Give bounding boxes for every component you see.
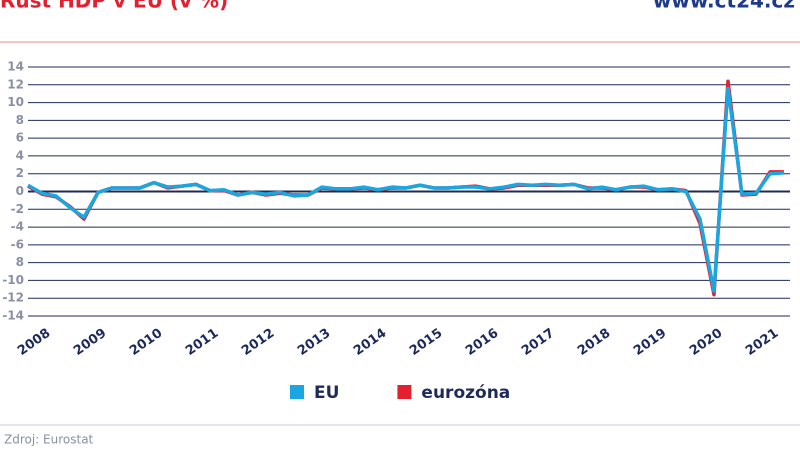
site: www.ct24.cz — [653, 0, 795, 13]
y-tick-label: 12 — [7, 77, 24, 91]
x-tick-label: 2011 — [183, 326, 221, 359]
y-tick-label: 0 — [16, 184, 24, 198]
y-tick-label: 14 — [7, 60, 24, 74]
x-tick-label: 2013 — [295, 326, 333, 359]
y-tick-label: 8 — [16, 113, 24, 127]
x-tick-label: 2015 — [407, 326, 445, 359]
x-tick-label: 2017 — [519, 326, 557, 359]
series-line — [27, 86, 785, 293]
legend-swatch — [290, 385, 304, 399]
legend-label: EU — [314, 383, 339, 403]
y-tick-label: 6 — [16, 131, 24, 145]
chart-title: Růst HDP v EU (v %) — [0, 0, 228, 13]
legend-swatch — [397, 385, 412, 399]
y-tick-label: -6 — [11, 237, 24, 251]
y-tick-label: 10 — [7, 95, 24, 109]
y-tick-label: -14 — [2, 309, 24, 323]
x-tick-label: 2018 — [575, 326, 613, 359]
x-tick-label: 2008 — [15, 326, 53, 359]
legend-label: eurozóna — [421, 383, 510, 403]
y-tick-label: 4 — [16, 148, 24, 162]
y-tick-label: -4 — [11, 220, 24, 234]
x-tick-label: 2014 — [351, 326, 389, 359]
y-tick-label: 2 — [16, 166, 24, 180]
x-tick-label: 2009 — [71, 326, 109, 359]
y-tick-label: -10 — [2, 273, 24, 287]
x-tick-label: 2020 — [687, 326, 725, 359]
x-tick-label: 2012 — [239, 326, 277, 359]
x-tick-label: 2010 — [127, 326, 165, 359]
y-tick-label: -12 — [2, 291, 24, 305]
x-tick-label: 2019 — [631, 326, 669, 359]
x-tick-label: 2021 — [743, 326, 781, 359]
source: Zdroj: Eurostat — [4, 433, 94, 447]
y-tick-label: 8 — [16, 255, 24, 269]
y-tick-label: -2 — [11, 202, 24, 216]
x-tick-label: 2016 — [463, 326, 501, 359]
